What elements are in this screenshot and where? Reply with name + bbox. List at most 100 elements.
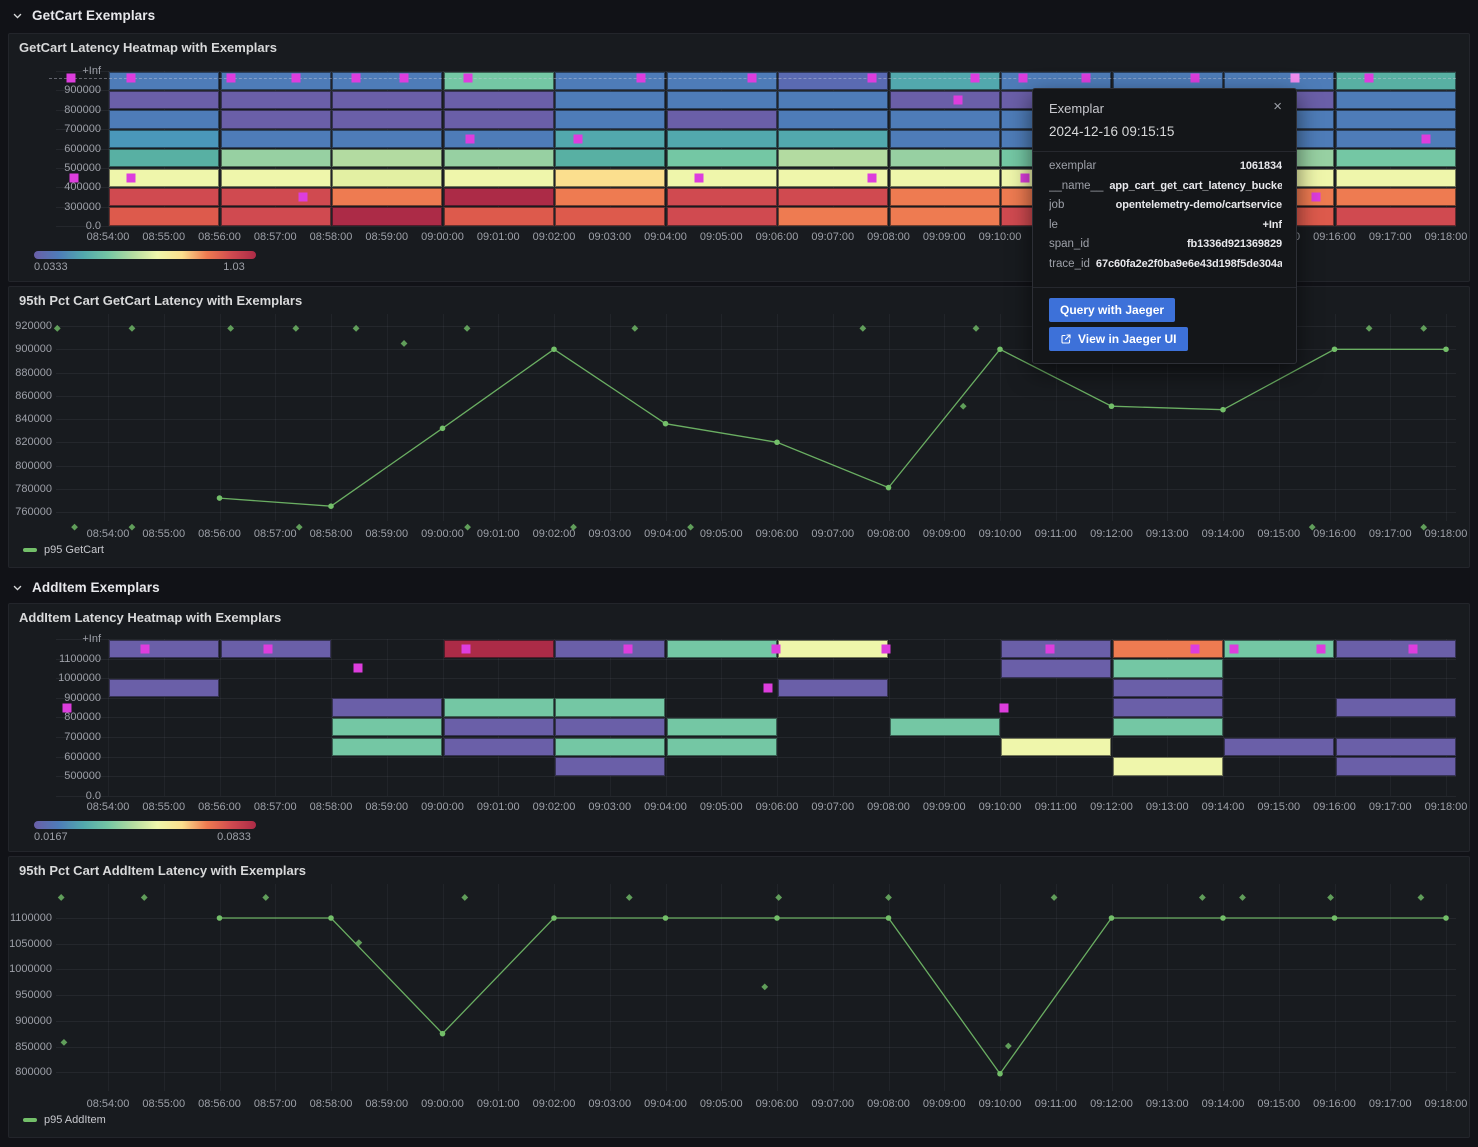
series-legend[interactable]: p95 GetCart	[23, 544, 104, 556]
exemplar-diamond[interactable]	[463, 324, 471, 332]
exemplar-diamond[interactable]	[687, 523, 694, 531]
exemplar-marker[interactable]	[126, 173, 136, 183]
exemplar-marker[interactable]	[226, 73, 236, 83]
exemplar-diamond[interactable]	[227, 324, 235, 332]
data-point[interactable]	[328, 503, 334, 509]
section-header-getcart[interactable]: GetCart Exemplars	[0, 0, 1478, 30]
data-point[interactable]	[216, 495, 223, 501]
exemplar-marker[interactable]	[694, 173, 704, 183]
exemplar-marker[interactable]	[1408, 644, 1418, 654]
view-in-jaeger-button[interactable]: View in Jaeger UI	[1049, 327, 1188, 351]
exemplar-diamond[interactable]	[885, 894, 892, 901]
exemplar-diamond[interactable]	[60, 1038, 68, 1046]
exemplar-marker[interactable]	[126, 73, 136, 83]
data-point[interactable]	[1108, 915, 1115, 921]
exemplar-marker[interactable]	[636, 73, 646, 83]
exemplar-diamond[interactable]	[1417, 894, 1425, 901]
exemplar-marker[interactable]	[1081, 73, 1091, 83]
exemplar-marker[interactable]	[66, 73, 76, 83]
exemplar-diamond[interactable]	[775, 894, 783, 901]
exemplar-diamond[interactable]	[1308, 523, 1316, 531]
exemplar-diamond[interactable]	[355, 939, 363, 947]
data-point[interactable]	[997, 346, 1003, 353]
panel-title[interactable]: GetCart Latency Heatmap with Exemplars	[19, 40, 277, 55]
data-point[interactable]	[1108, 403, 1115, 410]
exemplar-marker[interactable]	[298, 192, 308, 202]
exemplar-diamond[interactable]	[400, 340, 408, 347]
exemplar-marker[interactable]	[867, 73, 877, 83]
exemplar-diamond[interactable]	[292, 324, 300, 332]
exemplar-diamond[interactable]	[859, 324, 867, 332]
exemplar-marker[interactable]	[881, 644, 891, 654]
exemplar-diamond[interactable]	[128, 324, 136, 332]
exemplar-marker[interactable]	[1190, 644, 1200, 654]
exemplar-diamond[interactable]	[761, 983, 769, 991]
exemplar-marker-highlighted[interactable]	[1290, 73, 1300, 83]
exemplar-marker[interactable]	[463, 73, 473, 83]
data-point[interactable]	[662, 915, 669, 921]
exemplar-marker[interactable]	[465, 134, 475, 144]
exemplar-marker[interactable]	[970, 73, 980, 83]
panel-title[interactable]: 95th Pct Cart AddItem Latency with Exemp…	[19, 863, 307, 878]
data-point[interactable]	[774, 915, 780, 921]
exemplar-marker[interactable]	[351, 73, 361, 83]
exemplar-marker[interactable]	[1020, 173, 1030, 183]
data-point[interactable]	[439, 425, 446, 432]
exemplar-marker[interactable]	[1316, 644, 1326, 654]
exemplar-diamond[interactable]	[461, 894, 469, 901]
exemplar-marker[interactable]	[1018, 73, 1028, 83]
exemplar-diamond[interactable]	[1004, 1042, 1012, 1050]
exemplar-marker[interactable]	[953, 95, 963, 105]
exemplar-diamond[interactable]	[464, 523, 471, 531]
data-point[interactable]	[1220, 915, 1226, 921]
exemplar-marker[interactable]	[263, 644, 273, 654]
data-point[interactable]	[1331, 915, 1338, 921]
data-point[interactable]	[328, 915, 334, 921]
panel-title[interactable]: 95th Pct Cart GetCart Latency with Exemp…	[19, 293, 303, 308]
exemplar-diamond[interactable]	[1420, 523, 1428, 531]
exemplar-diamond[interactable]	[295, 523, 303, 531]
exemplar-diamond[interactable]	[128, 523, 136, 531]
exemplar-diamond[interactable]	[1365, 324, 1373, 332]
exemplar-diamond[interactable]	[71, 523, 78, 531]
data-point[interactable]	[885, 484, 892, 491]
exemplar-diamond[interactable]	[1420, 324, 1428, 332]
series-legend[interactable]: p95 AddItem	[23, 1114, 106, 1126]
panel-title[interactable]: AddItem Latency Heatmap with Exemplars	[19, 610, 282, 625]
data-point[interactable]	[551, 915, 557, 921]
data-point[interactable]	[662, 420, 669, 427]
exemplar-diamond[interactable]	[1050, 894, 1058, 901]
exemplar-marker[interactable]	[353, 663, 363, 673]
exemplar-diamond[interactable]	[972, 324, 980, 332]
exemplar-marker[interactable]	[1311, 192, 1321, 202]
exemplar-marker[interactable]	[1364, 73, 1374, 83]
data-point[interactable]	[1220, 406, 1226, 413]
data-point[interactable]	[1331, 346, 1338, 353]
exemplar-diamond[interactable]	[625, 894, 633, 901]
exemplar-marker[interactable]	[1045, 644, 1055, 654]
close-icon[interactable]: ×	[1273, 98, 1282, 115]
exemplar-diamond[interactable]	[631, 324, 639, 332]
exemplar-marker[interactable]	[573, 134, 583, 144]
data-point[interactable]	[551, 346, 557, 353]
exemplar-diamond[interactable]	[262, 894, 270, 901]
exemplar-marker[interactable]	[1190, 73, 1200, 83]
exemplar-diamond[interactable]	[959, 402, 967, 410]
exemplar-marker[interactable]	[399, 73, 409, 83]
exemplar-marker[interactable]	[140, 644, 150, 654]
exemplar-diamond[interactable]	[57, 894, 65, 901]
exemplar-diamond[interactable]	[1198, 894, 1206, 901]
exemplar-marker[interactable]	[1229, 644, 1239, 654]
data-point[interactable]	[216, 915, 223, 921]
exemplar-diamond[interactable]	[352, 324, 360, 332]
data-point[interactable]	[1443, 346, 1449, 353]
exemplar-marker[interactable]	[867, 173, 877, 183]
exemplar-marker[interactable]	[62, 703, 72, 713]
exemplar-marker[interactable]	[763, 683, 773, 693]
exemplar-marker[interactable]	[1421, 134, 1431, 144]
data-point[interactable]	[439, 1030, 446, 1037]
section-header-additem[interactable]: AddItem Exemplars	[0, 572, 1478, 602]
exemplar-marker[interactable]	[461, 644, 471, 654]
exemplar-marker[interactable]	[771, 644, 781, 654]
exemplar-diamond[interactable]	[1239, 894, 1246, 901]
